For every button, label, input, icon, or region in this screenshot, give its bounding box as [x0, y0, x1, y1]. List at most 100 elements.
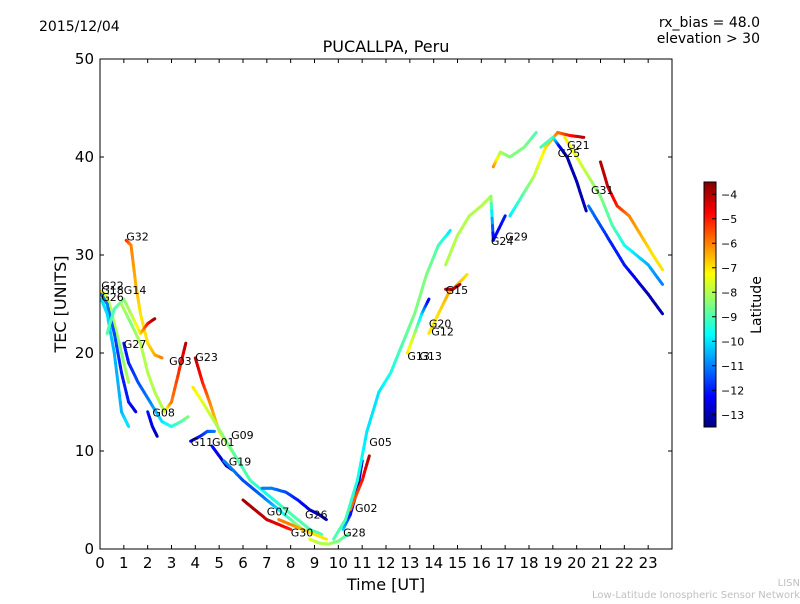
y-tick-label: 0 — [84, 540, 94, 558]
y-tick-label: 50 — [75, 50, 94, 68]
x-tick-label: 12 — [376, 554, 395, 572]
x-tick-label: 21 — [591, 554, 610, 572]
colorbar-tick-label: −5 — [721, 213, 737, 226]
x-tick-label: 2 — [143, 554, 153, 572]
x-tick-label: 7 — [262, 554, 272, 572]
chart-title: PUCALLPA, Peru — [323, 37, 450, 56]
x-tick-label: 0 — [95, 554, 105, 572]
plot-frame — [100, 59, 672, 549]
x-tick-label: 6 — [238, 554, 248, 572]
x-tick-label: 13 — [400, 554, 419, 572]
sat-label: G31 — [591, 184, 614, 197]
colorbar-tick-label: −11 — [721, 360, 744, 373]
y-tick-label: 10 — [75, 442, 94, 460]
sat-label: G26 — [101, 291, 124, 304]
x-tick-label: 1 — [119, 554, 129, 572]
x-tick-label: 19 — [543, 554, 562, 572]
sat-label: G03 — [169, 355, 192, 368]
x-tick-label: 4 — [191, 554, 201, 572]
series-segment — [534, 133, 536, 135]
sat-label: G09 — [231, 429, 254, 442]
series-segment — [127, 378, 128, 383]
sat-label: G08 — [152, 407, 175, 420]
sat-label: G25 — [558, 147, 581, 160]
colorbar-tick-label: −8 — [721, 286, 737, 299]
x-tick-label: 20 — [567, 554, 586, 572]
lisn-long: Low-Latitude Ionospheric Sensor Network — [592, 590, 800, 600]
sat-label: G27 — [124, 338, 147, 351]
colorbar-tick-label: −6 — [721, 237, 737, 250]
x-tick-label: 9 — [310, 554, 320, 572]
sat-label: G14 — [124, 284, 147, 297]
elevation-label: elevation > 30 — [657, 31, 760, 47]
x-tick-label: 3 — [167, 554, 177, 572]
y-axis: 0 10 20 30 40 50 — [75, 50, 672, 558]
colorbar-tick-label: −13 — [721, 409, 744, 422]
sat-label: G13 — [419, 350, 442, 363]
x-tick-label: 5 — [214, 554, 224, 572]
x-tick-label: 18 — [519, 554, 538, 572]
y-tick-label: 30 — [75, 246, 94, 264]
sat-label: G26 — [305, 509, 328, 522]
colorbar-tick-label: −10 — [721, 335, 744, 348]
series-segment — [661, 267, 663, 269]
series-segment — [465, 275, 467, 277]
sat-label: G05 — [369, 436, 392, 449]
series-segment — [187, 417, 188, 418]
sat-label: G29 — [505, 230, 528, 243]
series-segment — [448, 231, 450, 233]
series-segment — [324, 538, 326, 539]
sat-label: G12 — [431, 325, 454, 338]
series-segment — [156, 435, 157, 437]
series-late-blue — [589, 206, 663, 314]
series-G24 — [446, 196, 506, 265]
x-tick-label: 17 — [496, 554, 515, 572]
series-segment — [135, 410, 136, 412]
series-segment — [368, 456, 369, 460]
sat-label: G23 — [195, 351, 218, 364]
series-G29 — [493, 133, 536, 167]
series-segment — [185, 343, 186, 346]
y-axis-label: TEC [UNITS] — [51, 256, 70, 354]
series-segment — [503, 216, 505, 220]
sat-label: G02 — [355, 502, 378, 515]
sat-label: G07 — [267, 506, 290, 519]
x-tick-label: 15 — [448, 554, 467, 572]
x-tick-label: 10 — [329, 554, 348, 572]
sat-label: G19 — [229, 456, 252, 469]
y-tick-label: 40 — [75, 148, 94, 166]
colorbar-ticks: −4 −5 −6 −7 −8 −9 −10 −11 −12 −13 — [712, 188, 744, 422]
series-segment — [585, 206, 587, 211]
series-segment — [428, 299, 429, 302]
series-main-rise — [334, 231, 451, 540]
colorbar-tick-label: −12 — [721, 384, 744, 397]
series-segment — [660, 311, 662, 314]
colorbar-tick-label: −7 — [721, 262, 737, 275]
x-tick-label: 14 — [424, 554, 443, 572]
sat-label: G15 — [446, 284, 469, 297]
colorbar-tick-label: −9 — [721, 311, 737, 324]
colorbar-label: Latitude — [749, 276, 765, 334]
sat-label: G11 — [191, 436, 214, 449]
colorbar-tick-label: −4 — [721, 188, 737, 201]
series-segment — [161, 357, 162, 358]
x-tick-label: 8 — [286, 554, 296, 572]
x-tick-label: 23 — [639, 554, 658, 572]
lisn-short: LISN — [778, 578, 800, 589]
rx-bias-label: rx_bias = 48.0 — [659, 15, 760, 31]
x-tick-label: 11 — [353, 554, 372, 572]
x-tick-label: 16 — [472, 554, 491, 572]
series-segment — [154, 319, 155, 320]
series-segment — [320, 534, 322, 535]
series-segment — [660, 281, 662, 284]
date-label: 2015/12/04 — [39, 19, 120, 35]
sat-label: G30 — [291, 526, 314, 539]
y-tick-label: 20 — [75, 344, 94, 362]
x-axis-label: Time [UT] — [346, 575, 425, 594]
sat-label: G28 — [343, 526, 366, 539]
sat-label: G32 — [126, 230, 149, 243]
x-tick-label: 22 — [615, 554, 634, 572]
